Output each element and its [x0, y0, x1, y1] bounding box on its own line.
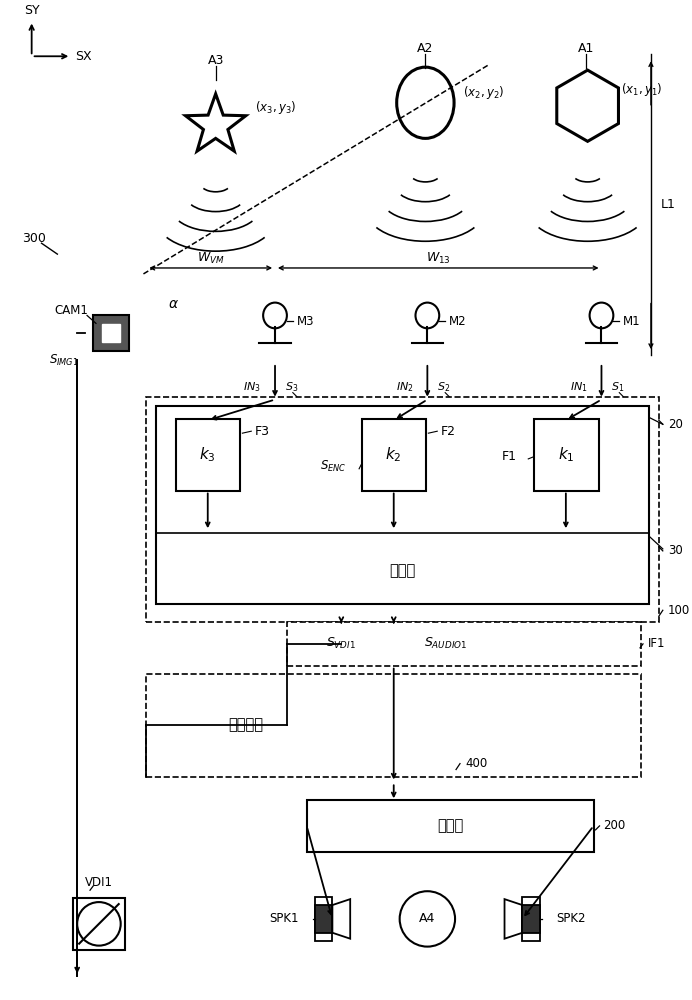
Text: CAM1: CAM1: [54, 304, 88, 317]
Bar: [287, 622, 641, 666]
Bar: [315, 905, 332, 933]
Text: A3: A3: [208, 54, 224, 67]
Text: $S_{IMG1}$: $S_{IMG1}$: [49, 352, 79, 368]
Bar: [147, 674, 641, 777]
Polygon shape: [102, 324, 120, 342]
Text: $W_{VM}$: $W_{VM}$: [197, 251, 224, 266]
Bar: [522, 905, 540, 933]
Bar: [156, 406, 649, 604]
Text: $\alpha$: $\alpha$: [167, 297, 179, 311]
Text: $W_{13}$: $W_{13}$: [426, 251, 450, 266]
Text: $S_{ENC}$: $S_{ENC}$: [320, 459, 346, 474]
Text: M2: M2: [449, 315, 466, 328]
Polygon shape: [93, 315, 129, 351]
Text: $S_1$: $S_1$: [611, 380, 625, 394]
Text: A2: A2: [417, 42, 434, 55]
Text: $IN_3$: $IN_3$: [244, 380, 261, 394]
Text: SPK1: SPK1: [269, 912, 299, 925]
Text: 30: 30: [668, 544, 682, 557]
Text: $(x_3,y_3)$: $(x_3,y_3)$: [255, 99, 296, 116]
Bar: [147, 397, 659, 622]
Text: M1: M1: [623, 315, 641, 328]
Text: $(x_1,y_1)$: $(x_1,y_1)$: [621, 81, 662, 98]
Text: A1: A1: [577, 42, 594, 55]
Text: $k_1$: $k_1$: [558, 446, 574, 464]
Bar: [534, 419, 599, 491]
Text: 100: 100: [668, 604, 690, 617]
Text: 300: 300: [21, 232, 46, 245]
Text: $IN_1$: $IN_1$: [570, 380, 588, 394]
Text: 200: 200: [603, 819, 626, 832]
Text: F2: F2: [441, 425, 456, 438]
Text: 解码器: 解码器: [437, 818, 463, 833]
Bar: [307, 800, 594, 852]
Bar: [522, 897, 540, 941]
Text: F3: F3: [255, 425, 271, 438]
Text: M3: M3: [297, 315, 314, 328]
Text: F1: F1: [502, 450, 516, 463]
Text: VDI1: VDI1: [85, 876, 113, 889]
Bar: [315, 897, 332, 941]
Text: 400: 400: [465, 757, 487, 770]
Text: SY: SY: [24, 4, 39, 17]
Bar: [73, 898, 125, 950]
Bar: [362, 419, 426, 491]
Bar: [176, 419, 240, 491]
Text: $S_3$: $S_3$: [285, 380, 298, 394]
Text: 20: 20: [668, 418, 682, 431]
Text: A4: A4: [419, 912, 435, 925]
Text: IF1: IF1: [648, 637, 666, 650]
Text: $k_2$: $k_2$: [385, 446, 402, 464]
Text: SPK2: SPK2: [556, 912, 585, 925]
Text: SX: SX: [75, 50, 92, 63]
Text: $IN_2$: $IN_2$: [396, 380, 414, 394]
Text: $k_3$: $k_3$: [199, 446, 216, 464]
Text: $S_{AUDIO1}$: $S_{AUDIO1}$: [424, 636, 467, 651]
Text: 传输路径: 传输路径: [228, 718, 263, 733]
Text: $(x_2,y_2)$: $(x_2,y_2)$: [463, 84, 504, 101]
Text: 编码器: 编码器: [390, 563, 416, 578]
Text: $S_{VDI1}$: $S_{VDI1}$: [327, 636, 356, 651]
Text: L1: L1: [661, 198, 675, 211]
Text: $S_2$: $S_2$: [437, 380, 450, 394]
